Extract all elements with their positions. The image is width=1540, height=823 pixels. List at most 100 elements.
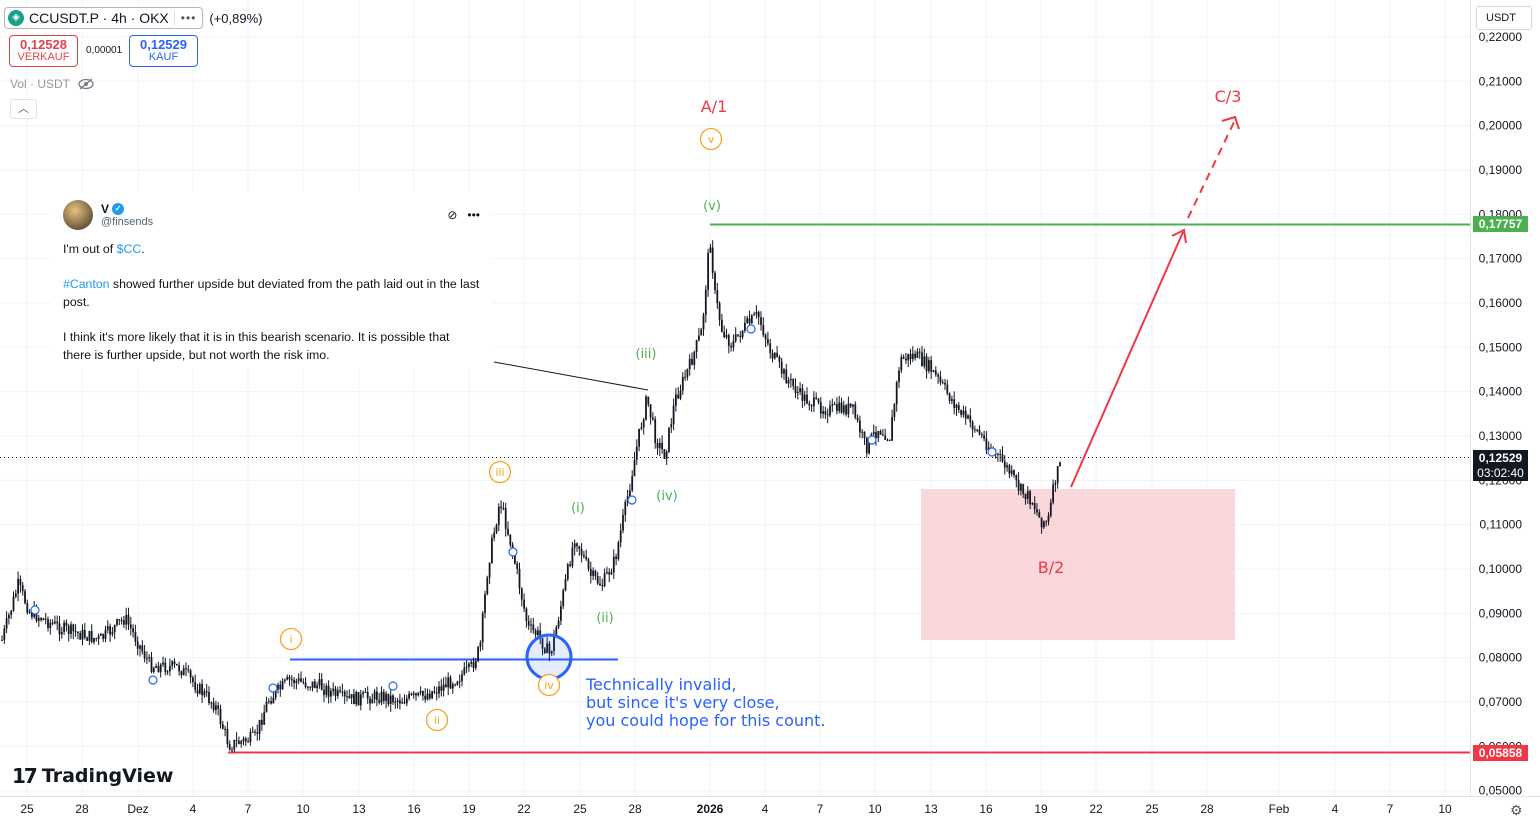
- price-tick-label: 0,20000: [1479, 119, 1523, 133]
- candle-body: [969, 415, 972, 422]
- candle-body: [877, 430, 880, 439]
- time-tick-label: 19: [1034, 802, 1048, 816]
- sell-button[interactable]: 0,12528 VERKAUF: [9, 35, 78, 67]
- candle-body: [822, 411, 824, 414]
- candle-body: [67, 625, 70, 634]
- candle-body: [886, 439, 889, 441]
- eye-off-icon[interactable]: [78, 78, 94, 90]
- candle-body: [815, 397, 818, 399]
- candle-countdown: 03:02:40: [1473, 465, 1528, 481]
- buy-button[interactable]: 0,12529 KAUF: [129, 35, 198, 67]
- candle-body: [279, 684, 282, 690]
- time-tick-label: 22: [1089, 802, 1103, 816]
- time-tick-label: 13: [924, 802, 938, 816]
- candle-body: [8, 615, 10, 619]
- event-marker[interactable]: [987, 447, 997, 457]
- event-marker[interactable]: [627, 495, 637, 505]
- candle-body: [189, 670, 192, 678]
- candle-body: [813, 397, 815, 407]
- candle-body: [433, 691, 436, 693]
- candle-body: [382, 691, 385, 701]
- grok-icon[interactable]: ⊘: [447, 208, 458, 222]
- event-marker[interactable]: [268, 683, 278, 693]
- candle-body: [141, 645, 144, 652]
- candle-body: [1043, 521, 1045, 528]
- candle-body: [111, 632, 114, 635]
- wave-orange-v-ring: [699, 127, 723, 151]
- candle-body: [86, 637, 88, 641]
- candle-body: [1006, 465, 1008, 468]
- volume-indicator[interactable]: Vol · USDT: [10, 77, 94, 91]
- candle-body: [247, 741, 249, 743]
- settings-gear-icon[interactable]: ⚙: [1510, 802, 1523, 818]
- hashtag-link[interactable]: #Canton: [63, 277, 110, 291]
- candle-body: [739, 335, 742, 338]
- buy-label: KAUF: [148, 51, 179, 63]
- candle-body: [109, 626, 111, 635]
- candle-body: [893, 404, 896, 417]
- event-marker[interactable]: [388, 681, 398, 691]
- wave-orange-i: i: [289, 633, 292, 646]
- event-marker[interactable]: [508, 547, 518, 557]
- candle-body: [578, 546, 581, 549]
- cashtag-link[interactable]: $CC: [116, 242, 142, 256]
- candle-body: [405, 698, 408, 704]
- event-marker[interactable]: [867, 435, 877, 445]
- candle-body: [14, 593, 17, 597]
- event-marker[interactable]: [148, 675, 158, 685]
- candle-body: [939, 376, 942, 383]
- candle-body: [120, 620, 123, 622]
- candle-body: [665, 451, 668, 459]
- currency-selector[interactable]: USDT: [1476, 6, 1532, 30]
- candle-body: [428, 693, 431, 699]
- candle-body: [1015, 475, 1018, 481]
- candle-body: [826, 414, 829, 416]
- more-icon[interactable]: •••: [467, 208, 480, 222]
- candle-body: [923, 356, 926, 367]
- candle-body: [964, 410, 967, 419]
- candle-body: [976, 429, 979, 431]
- candle-body: [77, 632, 79, 634]
- candle-body: [486, 577, 489, 595]
- candle-body: [320, 679, 323, 690]
- candle-body: [1033, 502, 1036, 510]
- candle-body: [530, 624, 532, 626]
- candle-body: [615, 556, 617, 560]
- candle-body: [840, 402, 843, 413]
- candle-body: [302, 681, 305, 683]
- collapse-chevron-icon[interactable]: ︿: [10, 99, 37, 119]
- candle-body: [842, 405, 845, 413]
- price-tick-label: 0,08000: [1479, 651, 1523, 665]
- candle-body: [242, 738, 245, 742]
- time-tick-label: 2026: [697, 802, 724, 816]
- event-marker[interactable]: [746, 324, 756, 334]
- candle-body: [1017, 480, 1020, 491]
- candle-body: [928, 360, 930, 372]
- symbol-header[interactable]: ◈ CCUSDT.P · 4h · OKX ••• (+0,89%): [4, 6, 263, 30]
- more-options-icon[interactable]: •••: [173, 11, 197, 25]
- candle-body: [859, 420, 861, 433]
- candle-body: [258, 719, 261, 734]
- candle-body: [583, 555, 585, 557]
- candle-body: [1045, 521, 1048, 523]
- candle-body: [272, 697, 275, 704]
- candle-body: [709, 247, 712, 253]
- candle-body: [28, 611, 31, 613]
- candle-body: [661, 442, 663, 450]
- candle-body: [162, 662, 164, 665]
- sell-price: 0,12528: [20, 37, 67, 52]
- candle-body: [907, 353, 910, 361]
- candle-body: [422, 691, 424, 696]
- candle-body: [139, 645, 141, 649]
- candle-body: [235, 739, 238, 741]
- event-marker[interactable]: [30, 605, 40, 615]
- tradingview-logo[interactable]: 17 TradingView: [12, 764, 173, 788]
- time-tick-label: 25: [1145, 802, 1159, 816]
- symbol-box[interactable]: ◈ CCUSDT.P · 4h · OKX •••: [4, 7, 204, 29]
- candle-body: [435, 692, 438, 694]
- candle-body: [37, 618, 40, 621]
- candle-body: [631, 476, 634, 491]
- candle-body: [865, 437, 868, 454]
- candle-body: [585, 556, 588, 560]
- tweet-card[interactable]: V ✓ @finsends ⊘ ••• I'm out of $CC. #Can…: [51, 192, 492, 368]
